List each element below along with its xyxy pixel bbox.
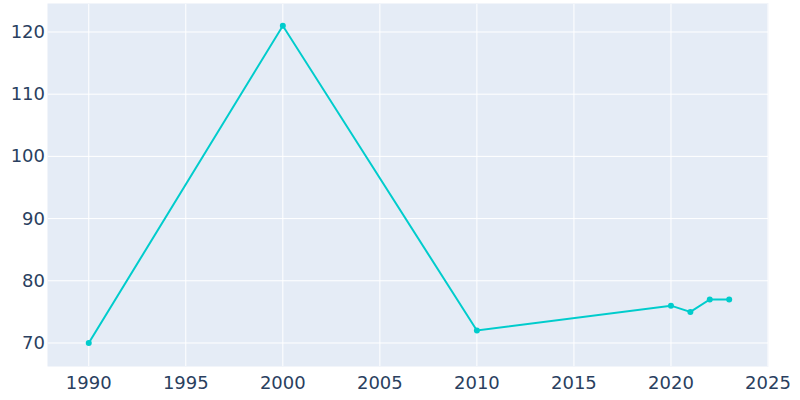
page: {"chart_data": {"type": "line", "x": [19…	[0, 0, 800, 400]
point	[707, 296, 713, 302]
y-grid-line	[48, 218, 768, 219]
x-grid-line	[573, 4, 574, 366]
y-grid-line	[48, 280, 768, 281]
x-tick-label: 2000	[260, 372, 306, 393]
y-grid-line	[48, 94, 768, 95]
y-tick-label: 70	[22, 332, 45, 353]
y-grid-line	[48, 156, 768, 157]
x-grid-line	[476, 4, 477, 366]
point	[474, 328, 480, 334]
x-tick-label: 2015	[551, 372, 597, 393]
point	[726, 296, 732, 302]
y-grid-line	[48, 31, 768, 32]
y-tick-label: 110	[11, 83, 45, 104]
y-tick-label: 100	[11, 145, 45, 166]
x-grid-line	[670, 4, 671, 366]
x-tick-label: 2025	[745, 372, 791, 393]
y-tick-label: 120	[11, 21, 45, 42]
point	[86, 340, 92, 346]
point	[668, 303, 674, 309]
x-tick-label: 1995	[163, 372, 209, 393]
plot-frame	[48, 4, 768, 366]
x-tick-label: 2010	[454, 372, 500, 393]
point	[687, 309, 693, 315]
y-tick-label: 80	[22, 270, 45, 291]
x-grid-line	[379, 4, 380, 366]
x-grid-line	[768, 4, 769, 366]
x-grid-line	[88, 4, 89, 366]
x-grid-line	[282, 4, 283, 366]
x-tick-label: 2020	[648, 372, 694, 393]
x-tick-label: 2005	[357, 372, 403, 393]
point	[280, 23, 286, 29]
x-tick-label: 1990	[66, 372, 112, 393]
y-grid-line	[48, 342, 768, 343]
series-group	[86, 23, 732, 346]
y-tick-label: 90	[22, 208, 45, 229]
line	[89, 26, 729, 343]
chart: 1990 1995 2000 2005 2010 2015 2020 2025 70 80 90 10…	[0, 0, 800, 400]
